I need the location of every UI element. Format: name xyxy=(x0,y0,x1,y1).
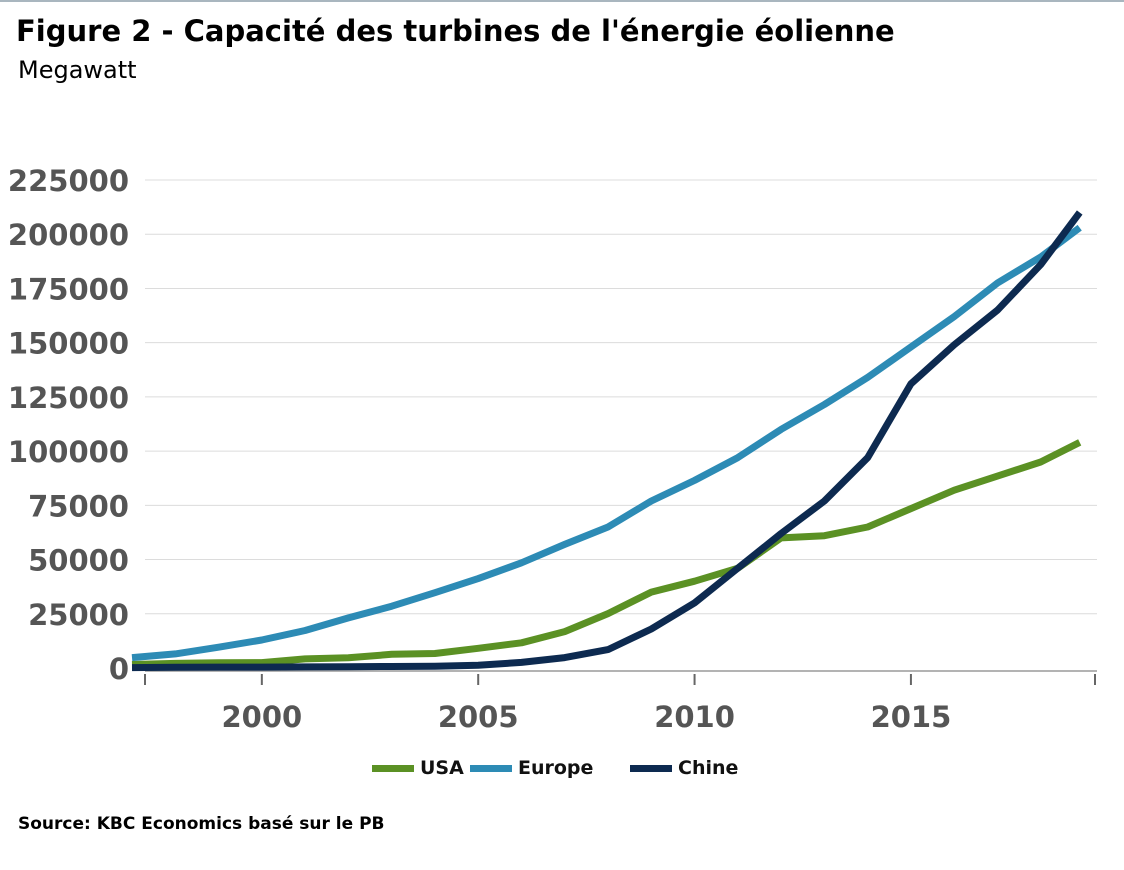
y-tick-label-0: 0 xyxy=(109,652,129,686)
series-line-europe xyxy=(131,224,1082,662)
series-line-usa xyxy=(131,439,1082,668)
chart-subtitle: Megawatt xyxy=(18,56,137,84)
x-tick-label-2015: 2015 xyxy=(871,700,952,734)
legend-label-chine: Chine xyxy=(678,757,739,779)
source-note: Source: KBC Economics basé sur le PB xyxy=(18,814,385,834)
x-tick-label-2000: 2000 xyxy=(221,700,302,734)
legend-swatch-chine xyxy=(630,764,672,772)
y-tick-label-175000: 175000 xyxy=(8,272,129,306)
y-tick-label-75000: 75000 xyxy=(28,489,129,523)
chart-title: Figure 2 - Capacité des turbines de l'én… xyxy=(16,14,895,48)
y-tick-label-50000: 50000 xyxy=(28,544,129,578)
legend: USA Europe Chine xyxy=(0,754,1124,782)
legend-label-usa: USA xyxy=(420,757,464,779)
y-tick-label-225000: 225000 xyxy=(8,164,129,198)
y-tick-label-125000: 125000 xyxy=(8,381,129,415)
legend-swatch-usa xyxy=(372,764,414,772)
legend-swatch-europe xyxy=(470,764,512,772)
top-border xyxy=(0,0,1124,2)
legend-item-europe: Europe xyxy=(470,754,593,782)
x-tick-label-2010: 2010 xyxy=(654,700,735,734)
y-tick-label-150000: 150000 xyxy=(8,327,129,361)
legend-label-europe: Europe xyxy=(518,757,594,779)
y-tick-label-200000: 200000 xyxy=(8,218,129,252)
y-tick-label-100000: 100000 xyxy=(8,435,129,469)
legend-item-usa: USA xyxy=(372,754,464,782)
y-tick-label-25000: 25000 xyxy=(28,598,129,632)
series-line-chine xyxy=(131,210,1083,672)
x-tick-label-2005: 2005 xyxy=(438,700,519,734)
legend-item-chine: Chine xyxy=(630,754,738,782)
